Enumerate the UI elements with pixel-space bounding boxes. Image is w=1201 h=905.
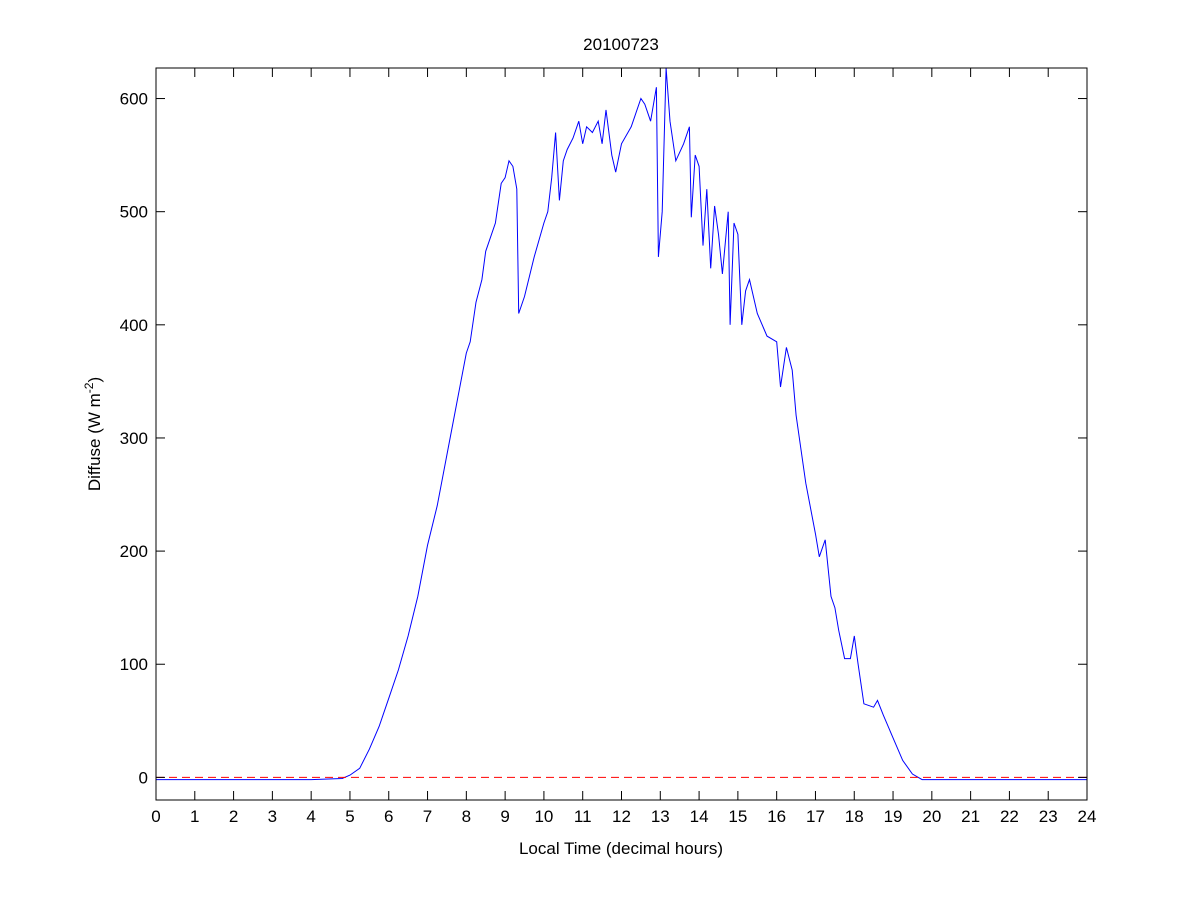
x-tick-label: 12 [612, 807, 631, 826]
y-tick-label: 400 [120, 316, 148, 335]
x-tick-label: 8 [462, 807, 471, 826]
x-tick-label: 13 [651, 807, 670, 826]
series-group [156, 67, 1087, 781]
x-tick-label: 21 [961, 807, 980, 826]
x-tick-label: 17 [806, 807, 825, 826]
y-axis-label-main: Diffuse (W m [85, 393, 104, 491]
x-tick-label: 15 [728, 807, 747, 826]
y-tick-label: 300 [120, 429, 148, 448]
y-tick-label: 0 [139, 768, 148, 787]
diffuse-series-line [156, 67, 1087, 781]
plot-frame [155, 67, 1088, 801]
x-tick-label: 16 [767, 807, 786, 826]
x-tick-label: 23 [1039, 807, 1058, 826]
x-tick-label: 4 [306, 807, 315, 826]
x-tick-label: 24 [1078, 807, 1097, 826]
x-tick-label: 6 [384, 807, 393, 826]
y-axis-label-end: ) [85, 377, 104, 383]
x-tick-label: 1 [190, 807, 199, 826]
y-axis-label-sup: -2 [82, 382, 96, 393]
x-tick-label: 2 [229, 807, 238, 826]
y-axis-label: Diffuse (W m-2) [82, 377, 104, 491]
x-tick-label: 10 [534, 807, 553, 826]
x-tick-label: 18 [845, 807, 864, 826]
x-tick-label: 11 [574, 807, 592, 826]
x-tick-label: 3 [268, 807, 277, 826]
chart-title: 20100723 [583, 35, 659, 54]
x-tick-label: 22 [1000, 807, 1019, 826]
y-tick-label: 200 [120, 542, 148, 561]
y-tick-label: 100 [120, 655, 148, 674]
x-tick-label: 5 [345, 807, 354, 826]
x-tick-label: 19 [884, 807, 903, 826]
x-tick-label: 0 [151, 807, 160, 826]
x-axis-label: Local Time (decimal hours) [519, 839, 723, 858]
y-tick-label: 600 [120, 90, 148, 109]
x-tick-label: 9 [500, 807, 509, 826]
x-tick-label: 14 [690, 807, 709, 826]
x-tick-label: 20 [922, 807, 941, 826]
y-tick-label: 500 [120, 203, 148, 222]
x-tick-label: 7 [423, 807, 432, 826]
axes-group: 0 1 2 3 4 5 6 7 8 9 10 11 12 13 14 15 16 17 18 19 20 21 22 23 24… [120, 67, 1097, 826]
